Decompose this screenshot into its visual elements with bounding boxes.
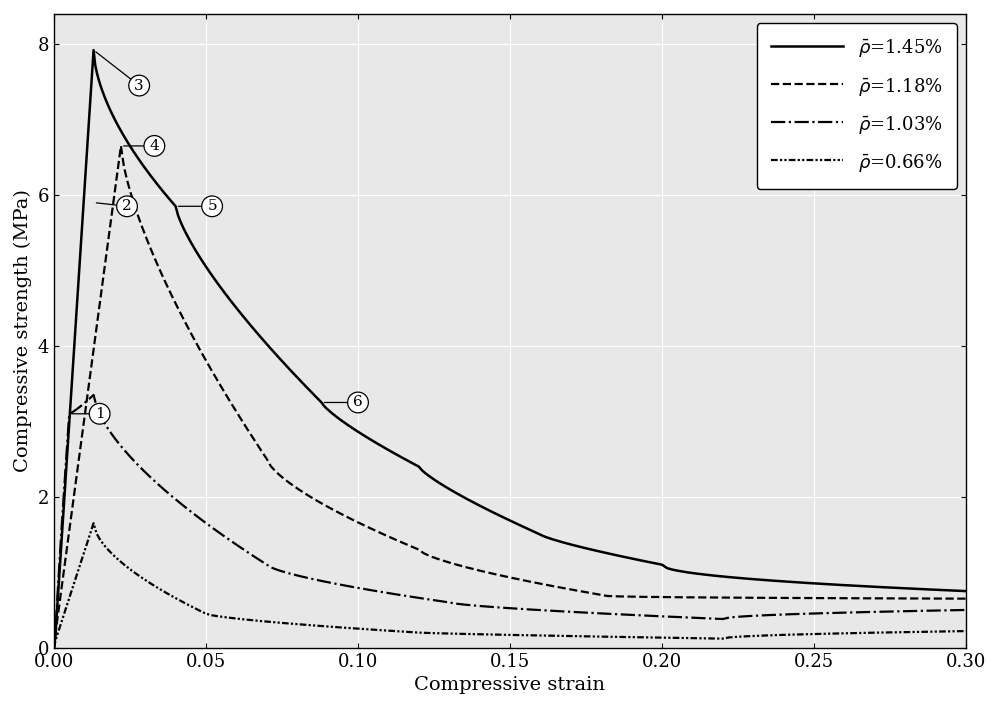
Text: 1: 1 [95,407,105,421]
Text: 6: 6 [353,396,363,409]
Text: 3: 3 [134,79,144,93]
Text: 4: 4 [149,139,159,153]
Text: 5: 5 [207,199,217,213]
X-axis label: Compressive strain: Compressive strain [414,676,605,694]
Y-axis label: Compressive strength (MPa): Compressive strength (MPa) [14,189,32,472]
Legend: $\bar{\rho}$=1.45%, $\bar{\rho}$=1.18%, $\bar{\rho}$=1.03%, $\bar{\rho}$=0.66%: $\bar{\rho}$=1.45%, $\bar{\rho}$=1.18%, … [757,23,957,188]
Text: 2: 2 [122,199,132,213]
